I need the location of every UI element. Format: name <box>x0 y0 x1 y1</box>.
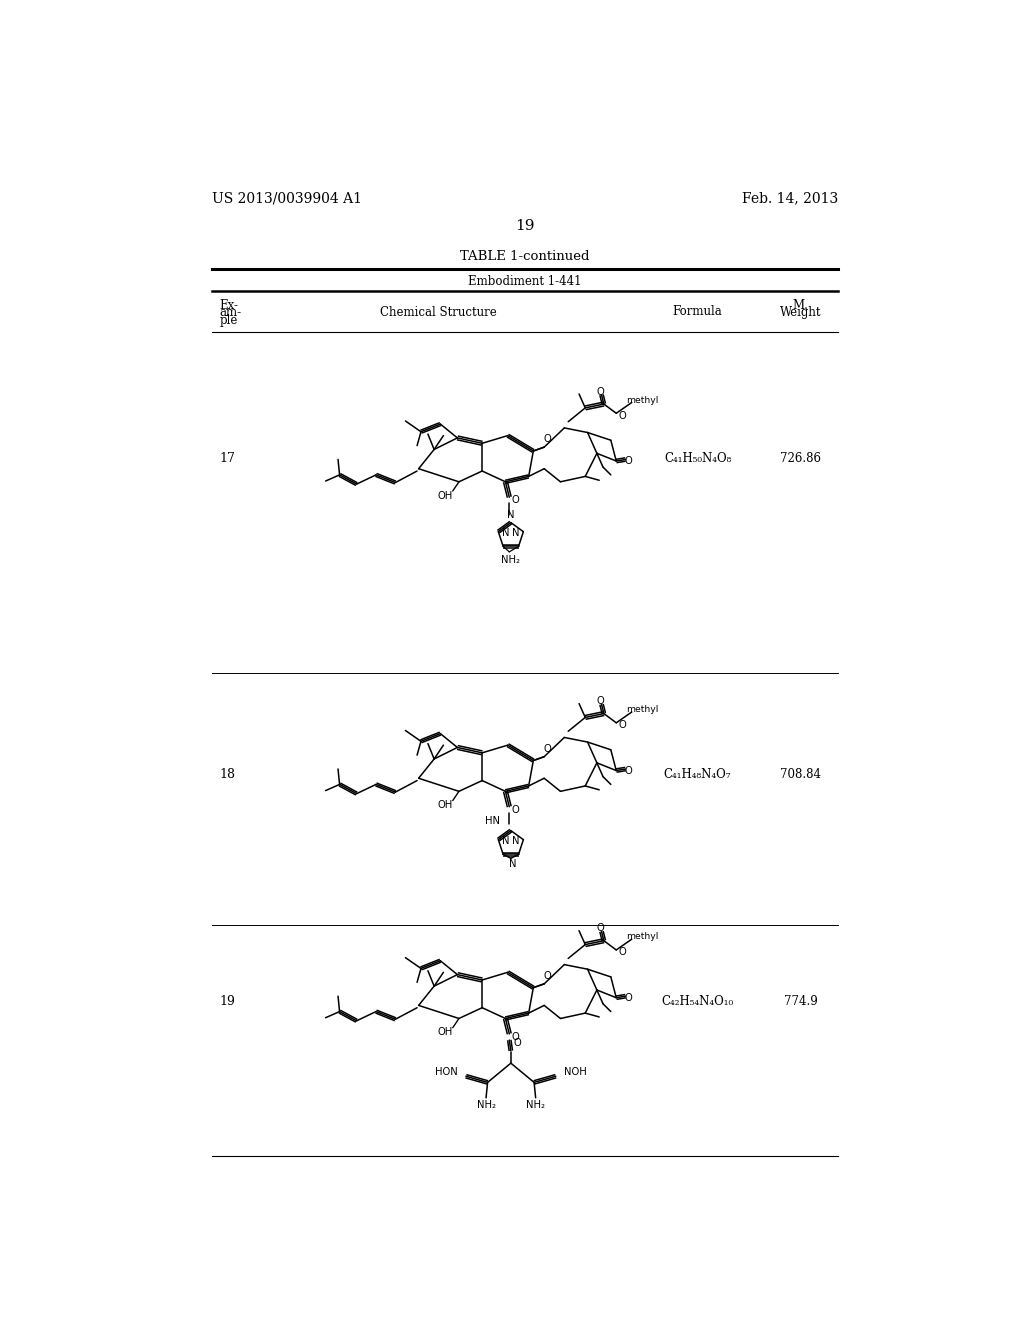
Text: OH: OH <box>437 800 453 810</box>
Text: N: N <box>509 859 516 870</box>
Text: N: N <box>503 528 510 539</box>
Text: C₄₁H₄₈N₄O₇: C₄₁H₄₈N₄O₇ <box>664 768 731 781</box>
Text: ple: ple <box>219 314 238 327</box>
Text: N: N <box>512 836 519 846</box>
Text: O: O <box>513 1038 521 1048</box>
Text: O: O <box>512 495 519 506</box>
Text: am-: am- <box>219 306 242 319</box>
Text: Ex-: Ex- <box>219 298 239 312</box>
Text: N: N <box>507 510 515 520</box>
Text: O: O <box>618 411 627 421</box>
Text: 17: 17 <box>219 453 236 465</box>
Text: TABLE 1-continued: TABLE 1-continued <box>460 251 590 264</box>
Text: methyl: methyl <box>627 705 658 714</box>
Text: NH₂: NH₂ <box>476 1101 496 1110</box>
Text: C₄₁H₅₀N₄O₈: C₄₁H₅₀N₄O₈ <box>664 453 731 465</box>
Text: O: O <box>544 744 551 754</box>
Text: 726.86: 726.86 <box>780 453 821 465</box>
Text: O: O <box>596 387 604 397</box>
Text: Weight: Weight <box>780 306 821 319</box>
Text: N: N <box>503 836 510 846</box>
Text: 708.84: 708.84 <box>780 768 821 781</box>
Text: O: O <box>625 993 633 1003</box>
Text: Chemical Structure: Chemical Structure <box>380 306 497 319</box>
Text: NH₂: NH₂ <box>502 554 520 565</box>
Text: O: O <box>596 924 604 933</box>
Text: OH: OH <box>437 491 453 500</box>
Text: methyl: methyl <box>627 932 658 941</box>
Text: Embodiment 1-441: Embodiment 1-441 <box>468 275 582 288</box>
Text: OH: OH <box>437 1027 453 1038</box>
Text: NOH: NOH <box>563 1067 587 1077</box>
Text: C₄₂H₅₄N₄O₁₀: C₄₂H₅₄N₄O₁₀ <box>662 995 733 1008</box>
Text: 18: 18 <box>219 768 236 781</box>
Text: O: O <box>618 721 627 730</box>
Text: HN: HN <box>484 816 500 825</box>
Text: O: O <box>544 434 551 445</box>
Text: O: O <box>512 1032 519 1041</box>
Text: Feb. 14, 2013: Feb. 14, 2013 <box>741 191 838 206</box>
Text: HON: HON <box>435 1067 458 1077</box>
Text: US 2013/0039904 A1: US 2013/0039904 A1 <box>212 191 361 206</box>
Text: Formula: Formula <box>673 305 723 318</box>
Text: O: O <box>512 805 519 814</box>
Text: M.: M. <box>793 298 809 312</box>
Text: O: O <box>596 696 604 706</box>
Text: N: N <box>512 528 519 539</box>
Text: NH₂: NH₂ <box>526 1101 545 1110</box>
Text: O: O <box>618 948 627 957</box>
Text: O: O <box>544 972 551 981</box>
Text: O: O <box>625 455 633 466</box>
Text: 19: 19 <box>219 995 236 1008</box>
Text: 19: 19 <box>515 219 535 234</box>
Text: 774.9: 774.9 <box>783 995 817 1008</box>
Text: methyl: methyl <box>627 396 658 405</box>
Text: O: O <box>625 766 633 776</box>
